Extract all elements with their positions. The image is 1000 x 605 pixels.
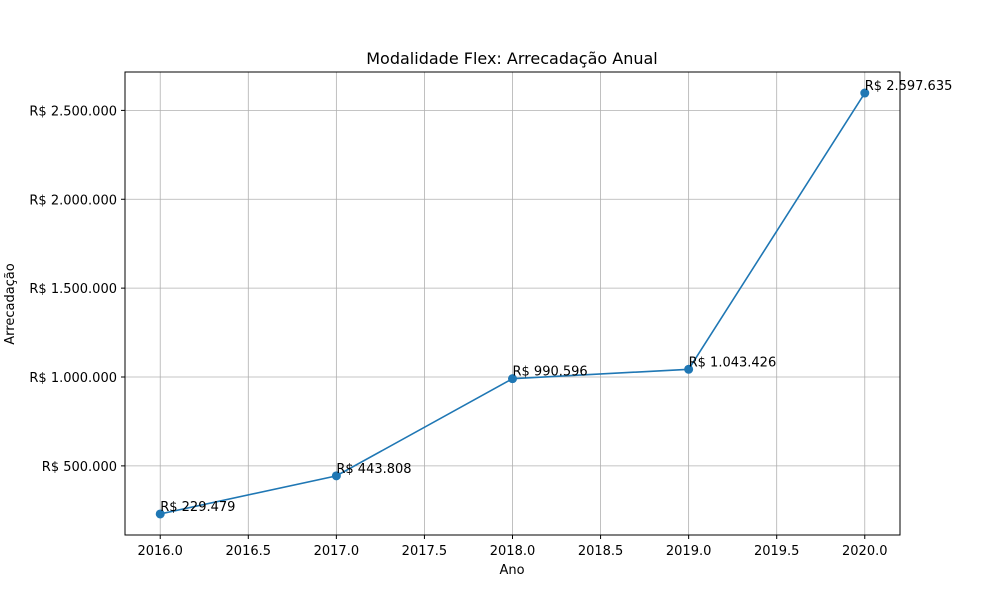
x-tick-label: 2019.5: [754, 544, 800, 559]
x-tick-label: 2017.0: [314, 544, 360, 559]
x-tick-label: 2016.5: [226, 544, 272, 559]
series: [155, 88, 870, 519]
data-point: [860, 88, 870, 98]
data-label: R$ 443.808: [336, 462, 411, 477]
y-axis-title: Arrecadação: [3, 263, 18, 345]
data-point: [508, 374, 517, 384]
data-point: [684, 364, 694, 374]
x-tick-label: 2019.0: [666, 544, 712, 559]
data-label: R$ 2.597.635: [865, 79, 953, 94]
x-tick-label: 2018.5: [578, 544, 624, 559]
axes: 2016.0 2016.5 2017.0 2017.5 2018.0 2018.5 2019…: [29, 71, 901, 559]
x-tick-label: 2017.5: [402, 544, 448, 559]
data-point: [155, 509, 165, 519]
y-tick-label: R$ 2.500.000: [29, 104, 117, 119]
x-tick-label: 2016.0: [137, 544, 183, 559]
data-labels: R$ 229.479 R$ 443.808 R$ 990.596 R$ 1.043.4…: [160, 79, 952, 515]
y-tick-label: R$ 1.000.000: [29, 371, 117, 386]
data-label: R$ 990.596: [513, 365, 588, 380]
grid: [125, 72, 900, 535]
data-label: R$ 229.479: [160, 500, 235, 515]
data-point: [331, 471, 341, 481]
y-tick-label: R$ 500.000: [42, 460, 117, 475]
x-axis-title: Ano: [499, 563, 524, 578]
chart-title: Modalidade Flex: Arrecadação Anual: [366, 49, 657, 68]
x-tick-label: 2020.0: [842, 544, 888, 559]
y-tick-label: R$ 1.500.000: [29, 282, 117, 297]
x-tick-label: 2018.0: [490, 544, 536, 559]
data-label: R$ 1.043.426: [689, 355, 777, 370]
y-tick-label: R$ 2.000.000: [29, 193, 117, 208]
